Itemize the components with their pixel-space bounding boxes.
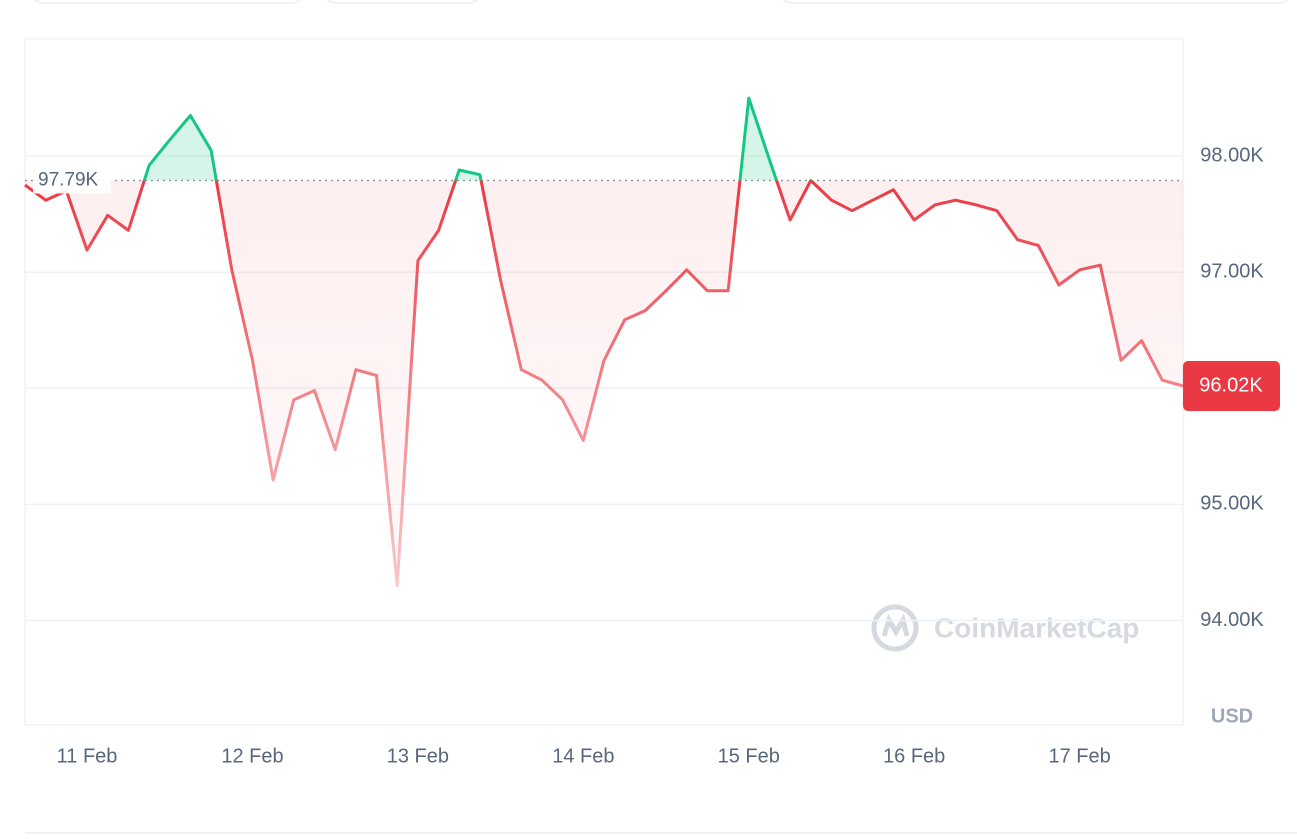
watermark-text: CoinMarketCap bbox=[934, 612, 1139, 643]
range-button[interactable] bbox=[778, 0, 1293, 4]
price-line bbox=[24, 96, 1184, 588]
reference-label: 97.79K bbox=[38, 169, 99, 190]
watermark: CoinMarketCap bbox=[871, 604, 1139, 652]
tab-button[interactable] bbox=[30, 0, 305, 4]
y-tick-label: 97.00K bbox=[1200, 260, 1264, 282]
watermark-logo bbox=[871, 604, 919, 652]
reference-label-bg bbox=[33, 167, 111, 194]
last-price-tag bbox=[1183, 360, 1280, 411]
x-tick-label: 16 Feb bbox=[883, 745, 945, 767]
x-tick-label: 13 Feb bbox=[387, 745, 449, 767]
watermark-logo bbox=[881, 613, 910, 637]
x-tick-label: 12 Feb bbox=[221, 745, 283, 767]
tab-button[interactable] bbox=[322, 0, 482, 4]
price-area bbox=[25, 98, 1183, 586]
x-tick-label: 11 Feb bbox=[57, 745, 118, 767]
x-tick-label: 17 Feb bbox=[1048, 745, 1110, 767]
y-tick-label: 94.00K bbox=[1200, 609, 1264, 631]
x-tick-label: 14 Feb bbox=[552, 745, 614, 767]
y-unit: USD bbox=[1211, 705, 1253, 727]
x-tick-label: 15 Feb bbox=[718, 745, 780, 767]
last-price-label: 96.02K bbox=[1199, 374, 1263, 396]
y-tick-label: 95.00K bbox=[1200, 493, 1264, 515]
y-tick-label: 98.00K bbox=[1200, 144, 1264, 166]
